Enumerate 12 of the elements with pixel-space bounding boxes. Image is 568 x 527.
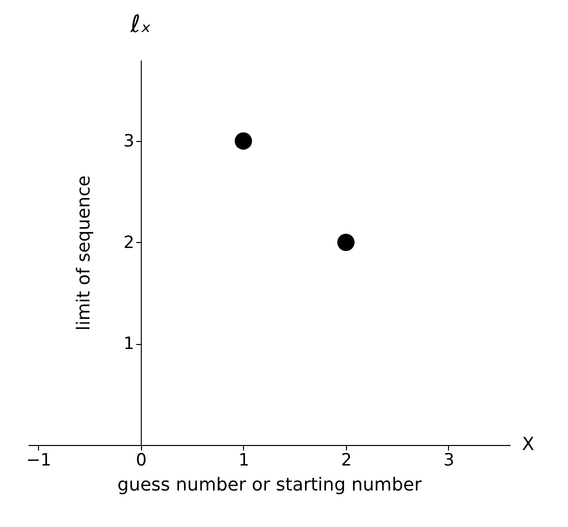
y-tick-label: 2 (123, 232, 134, 253)
x-tick-label: −1 (26, 450, 52, 470)
x-tick-label: 3 (444, 450, 454, 470)
x-axis-title: guess number or starting number (117, 474, 422, 496)
y-tick-label: 1 (123, 334, 134, 354)
text: X (522, 434, 534, 455)
x-tick-label: 0 (136, 450, 147, 470)
x-tick-label: 2 (341, 450, 352, 470)
x-tick-label: 1 (238, 450, 250, 470)
text: ℓₓ (130, 10, 152, 38)
y-axis-title: limit of sequence (73, 175, 94, 331)
y-tick-label: 3 (123, 132, 134, 152)
